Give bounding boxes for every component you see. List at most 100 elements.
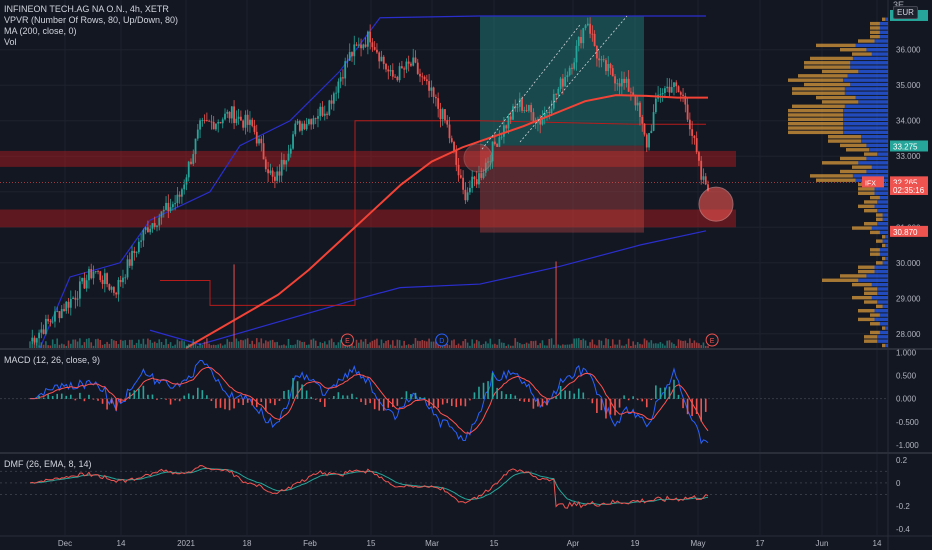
- volume-bar: [387, 340, 390, 348]
- vpvr-bar-up: [871, 282, 888, 287]
- dmf-legend[interactable]: DMF (26, EMA, 8, 14): [4, 459, 92, 469]
- candle-body: [63, 309, 65, 312]
- candle-body: [201, 119, 204, 121]
- candle-body: [561, 78, 564, 87]
- macd-histogram-bar: [278, 398, 281, 401]
- volume-bar: [623, 345, 625, 348]
- candle-body: [496, 143, 499, 147]
- candle-body: [412, 57, 415, 66]
- candle-body: [584, 25, 587, 29]
- candle-body: [176, 194, 179, 204]
- volume-bar: [158, 339, 161, 348]
- macd-histogram-bar: [550, 398, 553, 399]
- candle-body: [323, 113, 326, 116]
- candle-body: [686, 104, 689, 120]
- volume-bar: [274, 342, 276, 348]
- candle-body: [471, 176, 474, 188]
- candle-body: [557, 88, 560, 95]
- volume-bar: [450, 340, 453, 348]
- candle-body: [305, 124, 308, 130]
- volume-bar: [215, 345, 217, 348]
- dmf-line: [29, 465, 709, 509]
- macd-histogram-bar: [196, 387, 199, 399]
- candle-body: [294, 123, 297, 135]
- candle-body: [532, 112, 535, 122]
- volume-bar: [428, 338, 430, 348]
- candle-body: [203, 119, 206, 121]
- candle-body: [255, 131, 258, 144]
- vpvr-bar-up: [866, 156, 888, 161]
- volume-bar: [414, 338, 417, 348]
- macd-histogram-bar: [591, 398, 594, 404]
- highlight-circle: [463, 143, 493, 173]
- macd-legend[interactable]: MACD (12, 26, close, 9): [4, 355, 101, 365]
- candle-body: [682, 94, 684, 96]
- volume-bar: [357, 342, 360, 348]
- volume-bar: [328, 340, 331, 348]
- candle-body: [652, 112, 655, 131]
- event-marker-label: D: [439, 338, 444, 345]
- vpvr-bar-down: [822, 161, 859, 165]
- vpvr-legend[interactable]: VPVR (Number Of Rows, 80, Up/Down, 80): [4, 15, 179, 25]
- volume-bar: [521, 344, 523, 348]
- macd-histogram-bar: [478, 386, 480, 399]
- vpvr-bar-up: [885, 243, 888, 248]
- volume-bar: [335, 345, 337, 348]
- volume-bar: [319, 342, 322, 348]
- macd-histogram-bar: [491, 372, 494, 399]
- macd-histogram-bar: [396, 398, 399, 406]
- resistance-zone: [0, 150, 736, 167]
- candle-body: [464, 189, 467, 201]
- vpvr-bar-down: [858, 269, 875, 274]
- vpvr-bar-down: [858, 191, 875, 195]
- volume-bar: [376, 338, 378, 348]
- ma-legend[interactable]: MA (200, close, 0): [4, 26, 77, 36]
- macd-histogram-bar: [333, 396, 335, 399]
- volume-bars: [29, 261, 709, 348]
- candle-body: [51, 321, 54, 323]
- vpvr-bar-down: [858, 204, 875, 209]
- macd-histogram-bar: [274, 398, 276, 406]
- volume-bar: [323, 341, 326, 348]
- macd-histogram-bar: [659, 387, 662, 399]
- volume-bar: [659, 342, 662, 348]
- volume-bar: [265, 340, 267, 348]
- candle-body: [400, 66, 403, 69]
- time-axis-label: 15: [367, 539, 376, 548]
- event-marker-label: E: [345, 338, 350, 345]
- candle-body: [684, 95, 687, 105]
- volume-bar: [210, 345, 213, 348]
- vpvr-bar-down: [840, 169, 867, 174]
- macd-histogram-bar: [292, 377, 294, 399]
- symbol-title[interactable]: INFINEON TECH.AG NA O.N., 4h, XETR: [4, 4, 169, 14]
- volume-bar: [237, 341, 240, 348]
- candle-body: [630, 91, 632, 93]
- macd-histogram-bar: [632, 396, 634, 399]
- vol-legend[interactable]: Vol: [4, 37, 17, 47]
- volume-bar: [548, 338, 551, 348]
- price-axis-tick: 35.000: [896, 81, 921, 90]
- vpvr-bar-up: [852, 174, 888, 178]
- currency-button[interactable]: EUR: [893, 6, 918, 19]
- candle-body: [344, 61, 347, 79]
- volume-bar: [589, 342, 591, 348]
- volume-bar: [609, 345, 612, 348]
- macd-histogram-bar: [301, 384, 303, 399]
- candle-body: [110, 287, 113, 290]
- vpvr-bar-up: [850, 61, 888, 65]
- macd-histogram-bar: [410, 394, 412, 399]
- vpvr-bar-down: [864, 200, 878, 204]
- volume-bar: [33, 338, 36, 348]
- vpvr-bar-down: [840, 48, 867, 52]
- volume-bar: [165, 338, 167, 348]
- volume-bar: [541, 340, 544, 348]
- macd-histogram-bar: [641, 398, 644, 402]
- candle-body: [235, 118, 238, 123]
- candle-body: [267, 169, 269, 174]
- macd-histogram-bar: [405, 391, 408, 399]
- candle-body: [618, 83, 621, 87]
- vpvr-bar-down: [792, 104, 845, 108]
- candle-body: [516, 106, 519, 108]
- candle-body: [40, 329, 43, 333]
